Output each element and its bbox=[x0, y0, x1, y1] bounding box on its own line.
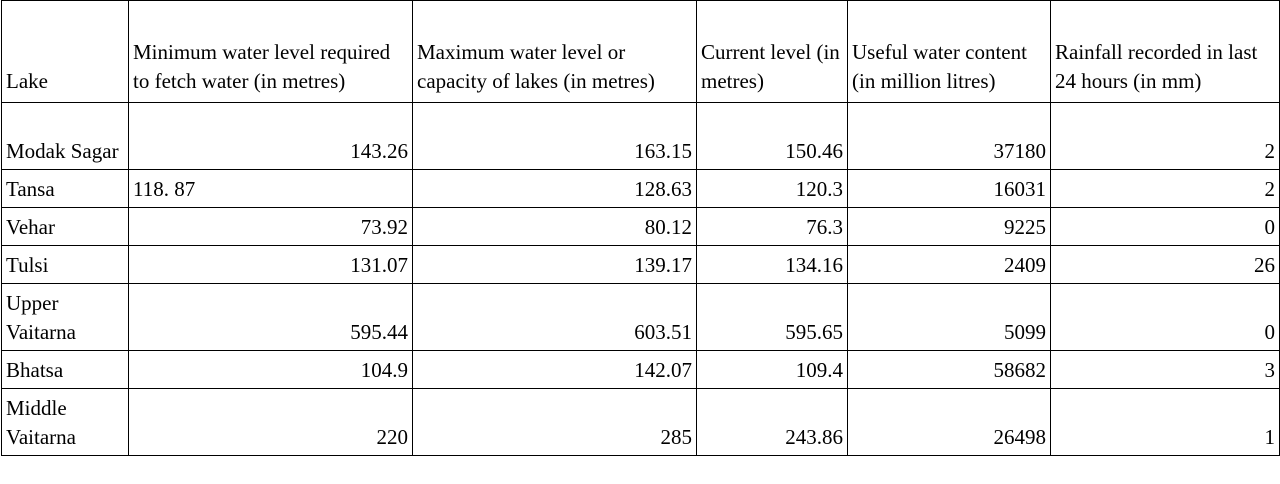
minimum-level-cell: 104.9 bbox=[128, 350, 413, 389]
maximum-level-cell: 139.17 bbox=[412, 245, 697, 284]
maximum-level-cell: 285 bbox=[412, 388, 697, 456]
lake-name: Bhatsa bbox=[1, 350, 129, 389]
current-level-cell: 595.65 bbox=[696, 283, 848, 351]
header-row: Lake Minimum water level required to fet… bbox=[1, 0, 1280, 103]
rainfall-cell: 0 bbox=[1050, 283, 1280, 351]
useful-water-cell: 16031 bbox=[847, 169, 1051, 208]
rainfall-cell: 26 bbox=[1050, 245, 1280, 284]
lake-name: Vehar bbox=[1, 207, 129, 246]
current-level-cell: 109.4 bbox=[696, 350, 848, 389]
table-row: Tansa 118. 87 128.63 120.3 16031 2 bbox=[1, 169, 1280, 208]
lake-name: Tulsi bbox=[1, 245, 129, 284]
header-current-level: Current level (in metres) bbox=[696, 0, 848, 103]
current-level-cell: 120.3 bbox=[696, 169, 848, 208]
header-useful-water-content: Useful water content (in million litres) bbox=[847, 0, 1051, 103]
header-maximum-level: Maximum water level or capacity of lakes… bbox=[412, 0, 697, 103]
table-row: Tulsi 131.07 139.17 134.16 2409 26 bbox=[1, 245, 1280, 284]
current-level-cell: 150.46 bbox=[696, 102, 848, 170]
useful-water-cell: 5099 bbox=[847, 283, 1051, 351]
lake-name: Middle Vaitarna bbox=[1, 388, 129, 456]
maximum-level-cell: 142.07 bbox=[412, 350, 697, 389]
lake-levels-table: Lake Minimum water level required to fet… bbox=[1, 0, 1280, 456]
maximum-level-cell: 603.51 bbox=[412, 283, 697, 351]
lake-name: Modak Sagar bbox=[1, 102, 129, 170]
useful-water-cell: 9225 bbox=[847, 207, 1051, 246]
rainfall-cell: 2 bbox=[1050, 169, 1280, 208]
minimum-level-cell: 73.92 bbox=[128, 207, 413, 246]
maximum-level-cell: 80.12 bbox=[412, 207, 697, 246]
rainfall-cell: 3 bbox=[1050, 350, 1280, 389]
table-row: Middle Vaitarna 220 285 243.86 26498 1 bbox=[1, 388, 1280, 456]
table-row: Modak Sagar 143.26 163.15 150.46 37180 2 bbox=[1, 102, 1280, 170]
table-row: Upper Vaitarna 595.44 603.51 595.65 5099… bbox=[1, 283, 1280, 351]
rainfall-cell: 1 bbox=[1050, 388, 1280, 456]
table-row: Bhatsa 104.9 142.07 109.4 58682 3 bbox=[1, 350, 1280, 389]
useful-water-cell: 58682 bbox=[847, 350, 1051, 389]
minimum-level-cell: 118. 87 bbox=[128, 169, 413, 208]
minimum-level-cell: 595.44 bbox=[128, 283, 413, 351]
rainfall-cell: 2 bbox=[1050, 102, 1280, 170]
current-level-cell: 76.3 bbox=[696, 207, 848, 246]
useful-water-cell: 26498 bbox=[847, 388, 1051, 456]
table-row: Vehar 73.92 80.12 76.3 9225 0 bbox=[1, 207, 1280, 246]
current-level-cell: 243.86 bbox=[696, 388, 848, 456]
minimum-level-cell: 143.26 bbox=[128, 102, 413, 170]
useful-water-cell: 2409 bbox=[847, 245, 1051, 284]
header-rainfall: Rainfall recorded in last 24 hours (in m… bbox=[1050, 0, 1280, 103]
maximum-level-cell: 128.63 bbox=[412, 169, 697, 208]
minimum-level-cell: 131.07 bbox=[128, 245, 413, 284]
useful-water-cell: 37180 bbox=[847, 102, 1051, 170]
header-minimum-level: Minimum water level required to fetch wa… bbox=[128, 0, 413, 103]
current-level-cell: 134.16 bbox=[696, 245, 848, 284]
lake-name: Tansa bbox=[1, 169, 129, 208]
rainfall-cell: 0 bbox=[1050, 207, 1280, 246]
maximum-level-cell: 163.15 bbox=[412, 102, 697, 170]
header-lake: Lake bbox=[1, 0, 129, 103]
lake-name: Upper Vaitarna bbox=[1, 283, 129, 351]
minimum-level-cell: 220 bbox=[128, 388, 413, 456]
